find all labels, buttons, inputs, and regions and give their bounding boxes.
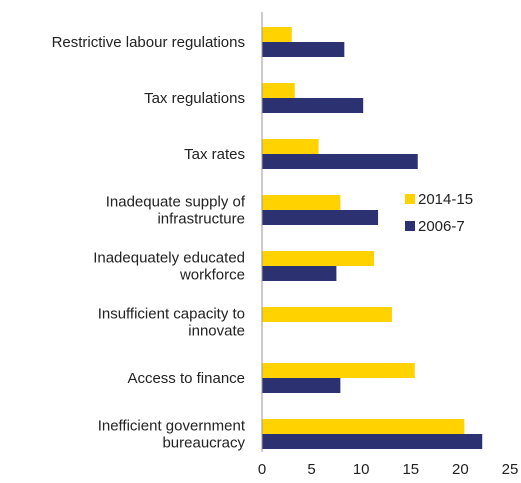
bar-series2-3 <box>262 210 379 225</box>
category-label-line: infrastructure <box>157 211 245 228</box>
bar-series1-5 <box>262 307 392 322</box>
bar-series1-0 <box>262 27 292 42</box>
category-label-5: Insufficient capacity to innovate <box>98 306 245 340</box>
category-label-6: Access to finance <box>127 370 245 387</box>
legend-swatch-0 <box>405 194 415 204</box>
legend-label-0: 2014-15 <box>418 191 473 208</box>
category-label-line: Restrictive labour regulations <box>52 34 245 51</box>
category-labels: Restrictive labour regulations Tax regula… <box>52 34 246 452</box>
category-label-line: Access to finance <box>127 370 245 387</box>
category-label-1: Tax regulations <box>144 90 245 107</box>
x-tick-label-2: 10 <box>353 461 370 478</box>
bar-series1-3 <box>262 195 341 210</box>
category-label-line: Inefficient government <box>98 418 246 435</box>
x-tick-label-3: 15 <box>402 461 419 478</box>
category-label-line: Tax rates <box>184 146 245 163</box>
category-label-2: Tax rates <box>184 146 245 163</box>
bar-series2-1 <box>262 98 364 113</box>
bar-series1-6 <box>262 363 415 378</box>
bar-series2-2 <box>262 154 418 169</box>
bars-group <box>262 27 483 449</box>
x-tick-label-1: 5 <box>307 461 315 478</box>
bar-series2-6 <box>262 378 341 393</box>
legend-swatch-1 <box>405 221 415 231</box>
bar-series2-7 <box>262 434 483 449</box>
category-label-line: bureaucracy <box>162 435 245 452</box>
category-label-0: Restrictive labour regulations <box>52 34 245 51</box>
bar-series1-7 <box>262 419 465 434</box>
x-tick-label-0: 0 <box>258 461 266 478</box>
category-label-line: Insufficient capacity to <box>98 306 245 323</box>
category-label-line: innovate <box>188 323 245 340</box>
category-label-line: Inadequately educated <box>93 250 245 267</box>
x-tick-label-4: 20 <box>452 461 469 478</box>
legend-label-1: 2006-7 <box>418 218 465 235</box>
x-tick-label-5: 25 <box>502 461 519 478</box>
category-label-line: workforce <box>179 267 245 284</box>
x-axis-tick-labels: 0 5 10 15 20 25 <box>258 461 519 478</box>
category-label-4: Inadequately educated workforce <box>93 250 245 284</box>
bar-series1-2 <box>262 139 319 154</box>
legend: 2014-15 2006-7 <box>405 191 473 235</box>
bar-series1-1 <box>262 83 295 98</box>
bar-series2-0 <box>262 42 345 57</box>
category-label-3: Inadequate supply of infrastructure <box>106 194 246 228</box>
category-label-7: Inefficient government bureaucracy <box>98 418 246 452</box>
bar-series2-4 <box>262 266 337 281</box>
category-label-line: Inadequate supply of <box>106 194 246 211</box>
bar-series1-4 <box>262 251 375 266</box>
category-label-line: Tax regulations <box>144 90 245 107</box>
